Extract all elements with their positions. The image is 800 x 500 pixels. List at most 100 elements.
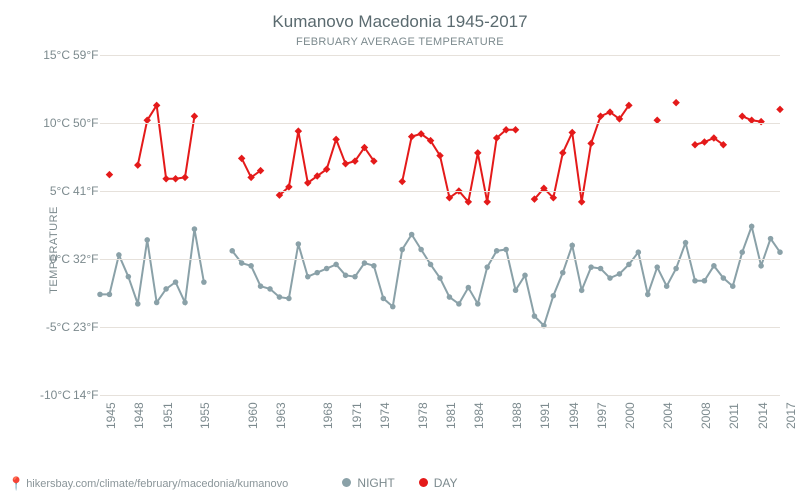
series-marker — [126, 274, 132, 280]
series-marker — [163, 286, 169, 292]
series-marker — [314, 270, 320, 276]
series-marker — [776, 106, 784, 114]
series-marker — [116, 252, 122, 258]
series-marker — [617, 271, 623, 277]
series-marker — [182, 300, 188, 306]
series-marker — [738, 112, 746, 120]
xtick-year: 1978 — [416, 402, 430, 429]
series-marker — [399, 247, 405, 253]
series-marker — [551, 293, 557, 299]
series-marker — [569, 243, 575, 249]
series-marker — [398, 178, 406, 185]
xtick-year: 1945 — [104, 402, 118, 429]
series-marker — [173, 279, 179, 285]
grid-line — [100, 259, 780, 260]
series-marker — [106, 171, 114, 179]
series-marker — [484, 264, 490, 270]
series-marker — [587, 140, 595, 148]
series-marker — [626, 262, 632, 268]
series-marker — [371, 263, 377, 269]
y-axis-label: TEMPERATURE — [48, 206, 60, 294]
grid-line — [100, 123, 780, 124]
series-marker — [135, 301, 141, 307]
series-marker — [578, 198, 586, 206]
series-marker — [409, 232, 415, 238]
ytick-fahrenheit: 23°F — [73, 320, 98, 334]
grid-line — [100, 327, 780, 328]
series-marker — [559, 149, 567, 157]
xtick-year: 1963 — [274, 402, 288, 429]
ytick-celsius: -10°C — [40, 388, 70, 402]
series-marker — [305, 274, 311, 280]
series-marker — [588, 264, 594, 270]
series-marker — [456, 301, 462, 307]
series-marker — [768, 236, 774, 242]
grid-line — [100, 395, 780, 396]
ytick-celsius: 15°C — [40, 48, 70, 62]
xtick-year: 1971 — [350, 402, 364, 429]
chart-svg — [100, 55, 780, 395]
xtick-year: 1997 — [595, 402, 609, 429]
xtick-year: 1968 — [321, 402, 335, 429]
series-marker — [568, 129, 576, 137]
series-marker — [144, 237, 150, 243]
xtick-year: 2004 — [661, 402, 675, 429]
series-marker — [598, 266, 604, 272]
series-marker — [475, 301, 481, 307]
series-marker — [512, 126, 520, 134]
series-marker — [494, 248, 500, 254]
ytick-celsius: 10°C — [40, 116, 70, 130]
series-line — [232, 226, 780, 325]
grid-line — [100, 55, 780, 56]
map-pin-icon: 📍 — [8, 476, 24, 492]
xtick-year: 2008 — [699, 402, 713, 429]
series-marker — [192, 226, 198, 232]
footer-attribution: 📍 hikersbay.com/climate/february/macedon… — [8, 476, 288, 492]
xtick-year: 1994 — [567, 402, 581, 429]
series-marker — [758, 263, 764, 269]
legend-item: NIGHT — [342, 476, 394, 490]
series-marker — [324, 266, 330, 272]
series-marker — [730, 283, 736, 289]
xtick-year: 1951 — [161, 402, 175, 429]
series-marker — [683, 240, 689, 246]
xtick-year: 1991 — [538, 402, 552, 429]
series-marker — [258, 283, 264, 289]
legend-label: DAY — [434, 476, 458, 490]
series-marker — [607, 275, 613, 281]
series-marker — [238, 155, 246, 163]
series-marker — [560, 270, 566, 276]
chart-subtitle: FEBRUARY AVERAGE TEMPERATURE — [0, 36, 800, 48]
series-marker — [636, 249, 642, 255]
series-marker — [522, 273, 528, 279]
series-marker — [97, 292, 103, 298]
series-marker — [673, 266, 679, 272]
ytick-celsius: 5°C — [40, 184, 70, 198]
plot-area — [100, 55, 780, 395]
series-line — [695, 138, 723, 145]
series-marker — [447, 294, 453, 300]
series-marker — [181, 174, 189, 182]
footer-url: hikersbay.com/climate/february/macedonia… — [26, 478, 288, 490]
series-marker — [286, 296, 292, 302]
series-marker — [691, 141, 699, 149]
series-marker — [201, 279, 207, 285]
legend-marker-icon — [342, 478, 351, 487]
series-marker — [701, 138, 709, 146]
series-marker — [664, 283, 670, 289]
series-marker — [362, 260, 368, 266]
series-marker — [239, 260, 245, 266]
series-marker — [248, 263, 254, 269]
xtick-year: 2017 — [784, 402, 798, 429]
series-marker — [711, 263, 717, 269]
xtick-year: 1984 — [472, 402, 486, 429]
series-marker — [267, 286, 273, 292]
series-marker — [333, 262, 339, 268]
series-marker — [692, 278, 698, 284]
series-marker — [702, 278, 708, 284]
series-marker — [229, 248, 235, 254]
series-marker — [342, 160, 350, 168]
series-marker — [390, 304, 396, 310]
series-marker — [381, 296, 387, 302]
ytick-fahrenheit: 59°F — [73, 48, 98, 62]
